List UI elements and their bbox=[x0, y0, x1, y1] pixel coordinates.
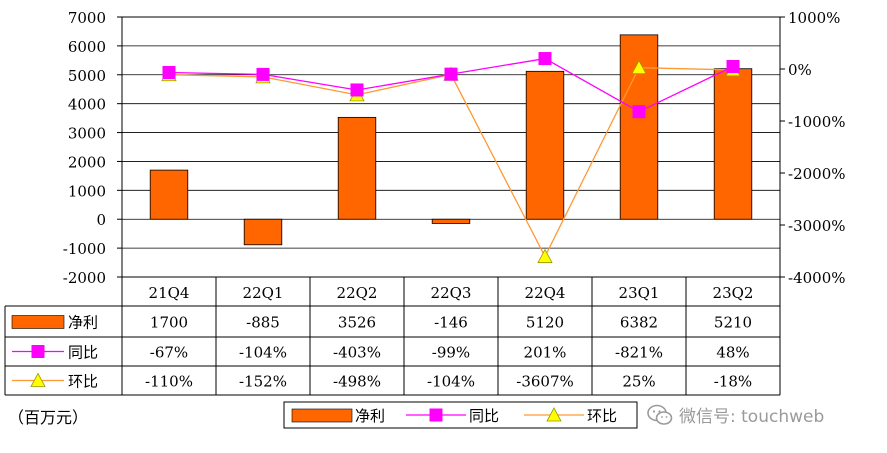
right-axis-tick-label: -3000% bbox=[788, 217, 846, 235]
legend-marker bbox=[429, 408, 443, 422]
left-axis-tick-label: 6000 bbox=[68, 38, 106, 56]
data-label: 1700 bbox=[150, 314, 188, 332]
series-name: 同比 bbox=[68, 344, 98, 362]
data-label: -152% bbox=[239, 373, 287, 391]
bar bbox=[149, 169, 189, 220]
category-label: 21Q4 bbox=[149, 284, 190, 302]
left-axis-tick-label: -1000 bbox=[63, 240, 106, 258]
data-label: -498% bbox=[333, 373, 381, 391]
series-point bbox=[537, 248, 553, 263]
table-legend-marker bbox=[30, 372, 46, 387]
data-label: 6382 bbox=[620, 314, 658, 332]
left-axis-tick-label: 0 bbox=[96, 211, 106, 229]
series-point bbox=[350, 83, 364, 97]
data-label: 201% bbox=[524, 344, 567, 362]
data-label: -18% bbox=[714, 373, 752, 391]
data-label: -821% bbox=[615, 344, 663, 362]
unit-label: （百万元） bbox=[8, 408, 89, 427]
series-point bbox=[631, 59, 647, 75]
data-label: -146 bbox=[434, 314, 468, 332]
data-label: -104% bbox=[239, 344, 287, 362]
data-label: 3526 bbox=[338, 314, 376, 332]
category-label: 23Q2 bbox=[713, 284, 754, 302]
data-label: -67% bbox=[150, 344, 188, 362]
category-label: 22Q1 bbox=[243, 284, 284, 302]
legend-label: 环比 bbox=[587, 407, 617, 425]
legend-label: 净利 bbox=[355, 407, 385, 425]
line-series bbox=[161, 52, 741, 263]
right-axis-tick-label: 0% bbox=[788, 61, 812, 79]
left-axis-tick-label: 7000 bbox=[68, 9, 106, 27]
data-table: 21Q4 22Q1 22Q2 22Q3 22Q4 23Q1 23Q2 净利 1700 -885 35… bbox=[4, 17, 781, 396]
data-label: 5210 bbox=[714, 314, 752, 332]
wechat-icon bbox=[647, 404, 673, 425]
bar-series bbox=[149, 34, 753, 246]
watermark: 微信号: touchweb bbox=[647, 402, 824, 427]
gridlines bbox=[121, 16, 781, 278]
category-label: 22Q4 bbox=[525, 284, 566, 302]
data-label: -99% bbox=[432, 344, 470, 362]
bar bbox=[243, 218, 283, 246]
category-label: 23Q1 bbox=[619, 284, 660, 302]
bar bbox=[337, 116, 377, 220]
watermark-text: 微信号: touchweb bbox=[679, 407, 825, 427]
data-label: 25% bbox=[622, 373, 655, 391]
left-axis-tick-label: 2000 bbox=[68, 153, 106, 171]
table-legend-marker bbox=[31, 345, 45, 358]
data-label: -885 bbox=[246, 314, 280, 332]
legend-label: 同比 bbox=[469, 407, 499, 425]
bar bbox=[431, 218, 471, 224]
data-label: 48% bbox=[716, 344, 749, 362]
series-point bbox=[726, 60, 740, 74]
right-axis-tick-label: -1000% bbox=[788, 113, 846, 131]
series-name: 净利 bbox=[68, 314, 98, 332]
legend: 净利 同比 环比 bbox=[283, 401, 638, 429]
right-axis-tick-label: 1000% bbox=[788, 9, 840, 27]
category-label: 22Q2 bbox=[337, 284, 378, 302]
data-label: 5120 bbox=[526, 314, 564, 332]
bar bbox=[713, 68, 753, 220]
plot-border bbox=[121, 16, 781, 278]
series-point bbox=[444, 67, 458, 81]
right-axis-tick-label: -4000% bbox=[788, 269, 846, 287]
series-point bbox=[538, 52, 552, 66]
right-axis-tick-label: -2000% bbox=[788, 165, 846, 183]
legend-key bbox=[291, 408, 353, 423]
axes: 7000 6000 5000 4000 3000 2000 1000 0 -1000 -2000 1… bbox=[63, 9, 846, 287]
legend-marker bbox=[546, 407, 562, 422]
bar bbox=[525, 70, 565, 220]
table-legend-key bbox=[11, 315, 65, 329]
series-point bbox=[632, 105, 646, 119]
data-label: -110% bbox=[145, 373, 193, 391]
category-label: 22Q3 bbox=[431, 284, 472, 302]
data-label: -3607% bbox=[516, 373, 574, 391]
left-axis-tick-label: -2000 bbox=[63, 269, 106, 287]
left-axis-tick-label: 3000 bbox=[68, 125, 106, 143]
series-point bbox=[256, 67, 270, 81]
left-axis-tick-label: 5000 bbox=[68, 67, 106, 85]
left-axis-tick-label: 1000 bbox=[68, 182, 106, 200]
data-label: -403% bbox=[333, 344, 381, 362]
series-name: 环比 bbox=[68, 373, 98, 391]
left-axis-tick-label: 4000 bbox=[68, 96, 106, 114]
data-label: -104% bbox=[427, 373, 475, 391]
series-point bbox=[162, 65, 176, 79]
